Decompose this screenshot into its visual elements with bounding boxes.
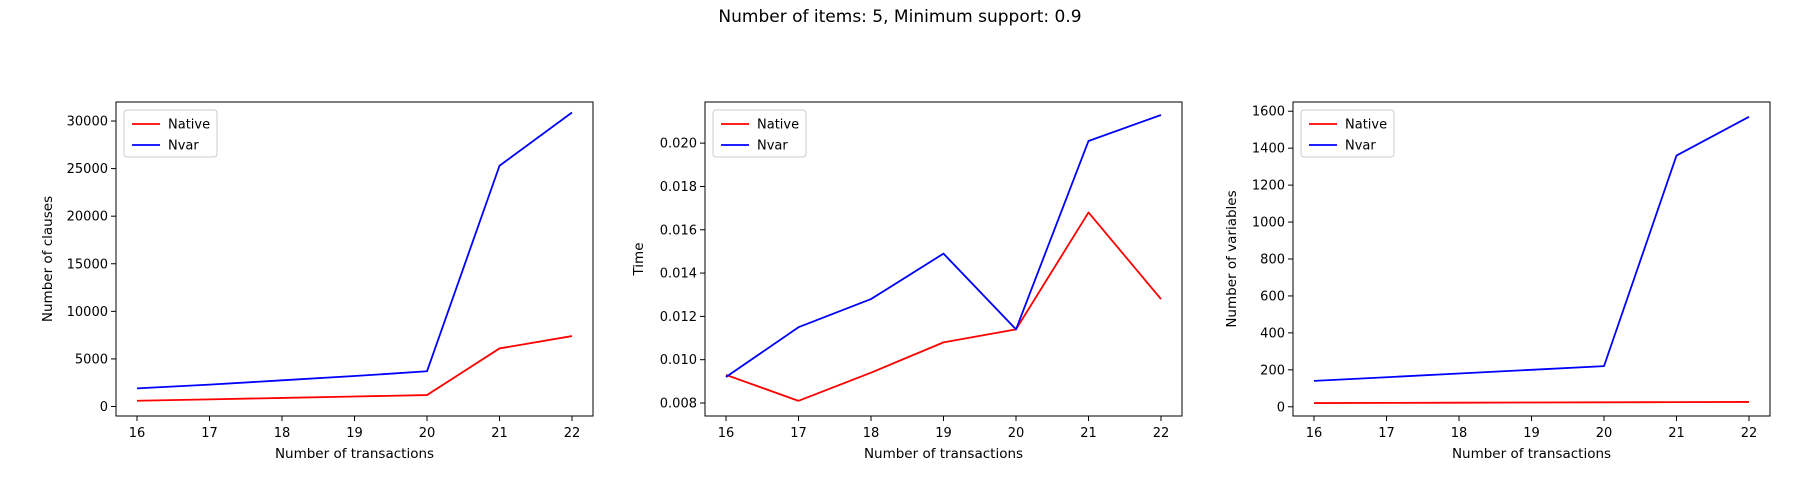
y-tick-label: 0 [100,400,108,415]
series-line-native [1313,401,1750,404]
chart-panel-3: 16 17 18 19 20 21 22 0 200 400 600 800 1000 1200 1400 1… [1224,101,1771,462]
x-tick-label: 20 [419,426,436,441]
axes-frame [115,101,594,417]
x-tick-label: 18 [863,426,880,441]
y-tick-label: 0.010 [660,353,697,368]
y-tick-label: 200 [1260,363,1285,378]
legend-label-native: Native [168,118,210,133]
legend-label-nvar: Nvar [757,139,788,154]
y-tick-label: 0.016 [660,223,697,238]
y-tick-label: 0.008 [660,397,697,412]
y-tick-label: 1200 [1252,179,1285,194]
series-line-nvar [725,114,1162,378]
x-tick-label: 22 [1153,426,1170,441]
x-tick-label: 20 [1596,426,1613,441]
figure-title: Number of items: 5, Minimum support: 0.9 [718,7,1082,27]
x-tick-label: 17 [790,426,807,441]
legend-label-nvar: Nvar [168,139,199,154]
y-tick-label: 600 [1260,289,1285,304]
y-tick-label: 0.018 [660,180,697,195]
x-axis-label: Number of transactions [275,446,434,462]
legend-label-native: Native [757,118,799,133]
legend-label-nvar: Nvar [1345,139,1376,154]
x-tick-label: 20 [1008,426,1025,441]
series-line-nvar [136,111,573,390]
y-axis-label: Number of clauses [40,196,56,322]
y-tick-label: 10000 [67,305,108,320]
y-tick-label: 0 [1277,400,1285,415]
x-tick-label: 22 [1741,426,1758,441]
x-tick-label: 21 [1080,426,1097,441]
y-axis-label: Time [631,242,647,276]
y-tick-label: 1600 [1252,105,1285,120]
y-tick-label: 800 [1260,253,1285,268]
y-axis-label: Number of variables [1224,190,1240,327]
y-tick-label: 0.014 [660,267,697,282]
y-tick-label: 1400 [1252,142,1285,157]
x-tick-label: 17 [201,426,218,441]
y-tick-label: 30000 [67,115,108,130]
x-tick-label: 19 [935,426,952,441]
x-tick-label: 16 [718,426,735,441]
axes-frame [1292,101,1771,417]
series-line-native [725,211,1162,402]
series-line-native [136,335,573,402]
x-tick-label: 17 [1378,426,1395,441]
x-tick-label: 16 [129,426,146,441]
y-tick-label: 400 [1260,326,1285,341]
y-tick-label: 0.020 [660,137,697,152]
chart-panel-1: 16 17 18 19 20 21 22 0 5000 10000 15000 20000 25000 3… [40,101,594,462]
x-tick-label: 21 [1668,426,1685,441]
axes-frame [704,101,1183,417]
legend-label-native: Native [1345,118,1387,133]
x-axis-label: Number of transactions [864,446,1023,462]
x-tick-label: 19 [346,426,363,441]
x-axis-label: Number of transactions [1452,446,1611,462]
chart-panel-2: 16 17 18 19 20 21 22 0.008 0.010 0.012 0.014 0.016 0… [631,101,1183,462]
y-tick-label: 25000 [67,162,108,177]
x-tick-label: 18 [1451,426,1468,441]
y-tick-label: 15000 [67,257,108,272]
y-tick-label: 0.012 [660,310,697,325]
x-tick-label: 19 [1523,426,1540,441]
x-tick-label: 22 [564,426,581,441]
series-line-nvar [1313,115,1750,382]
y-tick-label: 1000 [1252,216,1285,231]
y-tick-label: 20000 [67,210,108,225]
x-tick-label: 21 [491,426,508,441]
x-tick-label: 16 [1306,426,1323,441]
y-tick-label: 5000 [75,352,108,367]
x-tick-label: 18 [274,426,291,441]
